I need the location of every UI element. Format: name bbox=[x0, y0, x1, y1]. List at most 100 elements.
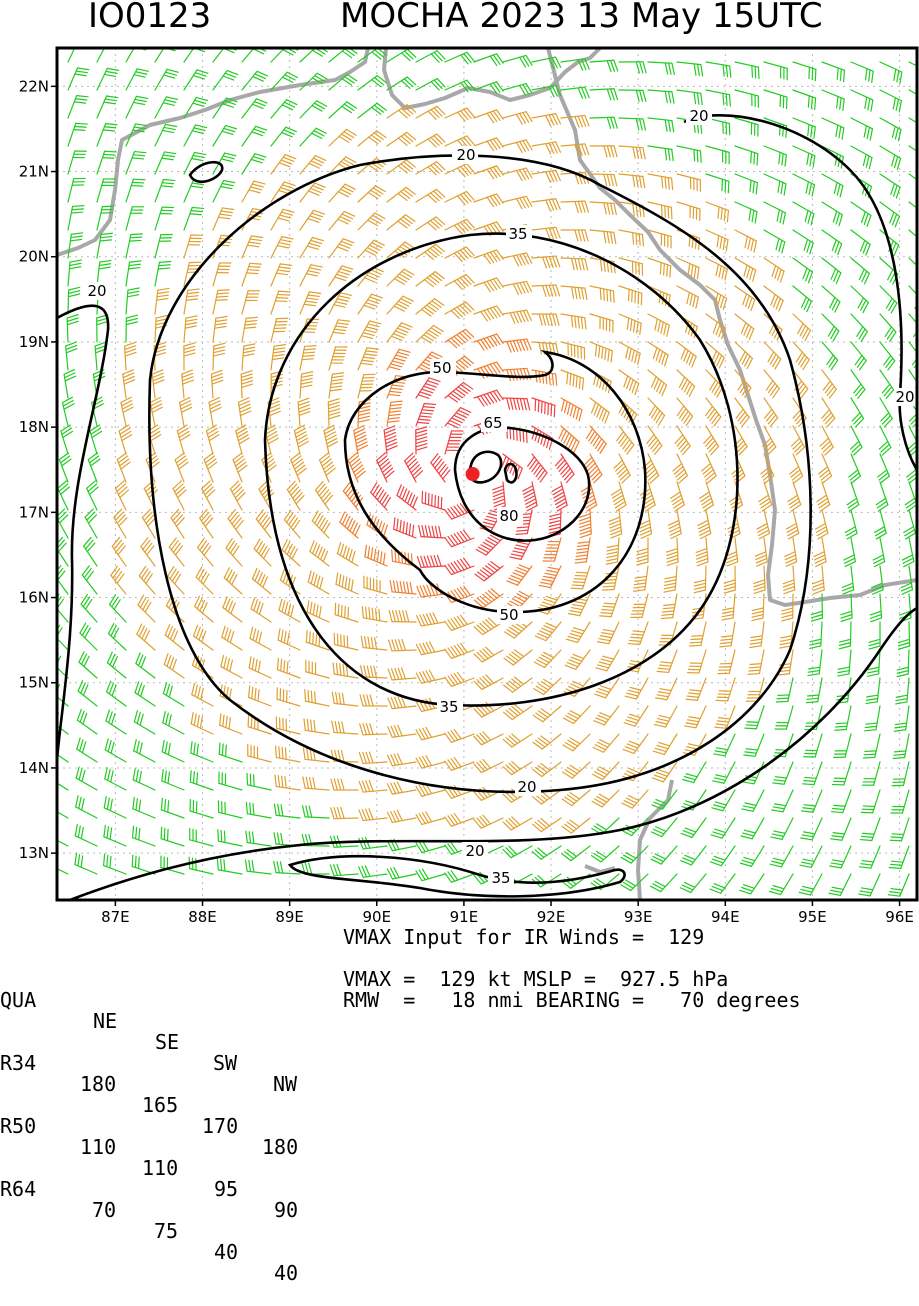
wind-barb bbox=[64, 370, 75, 398]
lat-tick-label: 19N bbox=[19, 333, 49, 351]
wind-barb bbox=[445, 615, 474, 630]
wind-barb bbox=[271, 291, 290, 314]
wind-barb bbox=[236, 425, 249, 454]
wind-barb bbox=[590, 342, 612, 362]
wind-barb bbox=[445, 164, 474, 177]
grid-lines bbox=[57, 48, 917, 900]
wind-barb bbox=[740, 874, 764, 894]
wind-barb bbox=[445, 192, 474, 205]
wind-barb bbox=[359, 809, 387, 821]
wind-barb bbox=[735, 174, 757, 194]
wind-barb bbox=[776, 678, 793, 702]
wind-barb bbox=[84, 537, 97, 566]
wind-barb bbox=[126, 179, 145, 202]
wind-barb bbox=[831, 818, 851, 840]
wind-barb bbox=[445, 108, 474, 121]
wind-barb bbox=[123, 370, 135, 398]
wind-barb bbox=[851, 286, 868, 313]
wind-barb bbox=[561, 398, 582, 421]
wind-barb bbox=[416, 841, 445, 853]
wind-barb bbox=[161, 798, 184, 818]
wind-barb bbox=[242, 344, 255, 370]
wind-barb bbox=[320, 453, 336, 482]
wind-barb bbox=[358, 131, 386, 146]
wind-barb bbox=[764, 286, 783, 311]
wind-barb bbox=[617, 426, 634, 454]
wind-barb bbox=[155, 124, 177, 146]
wind-barb bbox=[242, 154, 266, 174]
wind-barb bbox=[677, 370, 695, 396]
wind-barb bbox=[889, 846, 909, 868]
wind-barb bbox=[416, 299, 444, 316]
wind-barb bbox=[764, 230, 785, 253]
wind-barb bbox=[416, 812, 445, 824]
wind-barb bbox=[242, 126, 266, 146]
wind-barb bbox=[555, 454, 574, 483]
wind-barb bbox=[590, 60, 618, 71]
wind-barb bbox=[416, 134, 445, 147]
wind-barb bbox=[324, 425, 338, 454]
wind-barb bbox=[126, 207, 144, 230]
wind-barb bbox=[445, 52, 474, 64]
wind-barb bbox=[126, 234, 142, 258]
wind-barb bbox=[126, 261, 141, 286]
wind-barb bbox=[358, 48, 386, 62]
wind-barb bbox=[304, 719, 329, 734]
wind-barb bbox=[213, 43, 238, 62]
wind-barb bbox=[865, 706, 880, 731]
wind-barb bbox=[808, 650, 822, 676]
wind-barb bbox=[700, 482, 714, 511]
wind-barb bbox=[217, 859, 242, 874]
wind-barb bbox=[416, 217, 445, 230]
lat-tick-label: 18N bbox=[19, 418, 49, 436]
wind-barb bbox=[117, 453, 130, 482]
wind-barb bbox=[532, 170, 560, 182]
wind-barb bbox=[625, 678, 648, 699]
wind-barb bbox=[532, 256, 560, 268]
contour-label: 20 bbox=[517, 778, 536, 796]
wind-barb bbox=[242, 263, 261, 286]
wind-barb bbox=[245, 860, 271, 874]
wind-barb bbox=[860, 846, 880, 868]
table-cell: 110 bbox=[142, 1158, 178, 1179]
lon-tick-label: 94E bbox=[711, 908, 740, 925]
wind-barb bbox=[164, 654, 184, 678]
wind-barb bbox=[788, 482, 801, 511]
wind-barb bbox=[213, 343, 225, 370]
wind-barb bbox=[474, 138, 503, 151]
wind-barb bbox=[793, 146, 815, 167]
contour-label: 35 bbox=[491, 869, 510, 887]
wind-barb bbox=[656, 678, 677, 700]
wind-barb bbox=[126, 96, 148, 118]
wind-barb bbox=[150, 397, 162, 426]
wind-barb bbox=[831, 790, 851, 813]
wind-barb bbox=[532, 846, 561, 859]
wind-barb bbox=[82, 566, 97, 594]
wind-barb bbox=[242, 181, 265, 202]
lat-tick-label: 22N bbox=[19, 77, 49, 95]
wind-barb bbox=[329, 320, 350, 342]
wind-barb bbox=[85, 509, 97, 538]
wind-barb bbox=[207, 425, 220, 454]
wind-barb bbox=[359, 866, 387, 877]
wind-barb bbox=[651, 874, 677, 892]
wind-barb bbox=[897, 650, 909, 677]
wind-barb bbox=[680, 874, 706, 892]
wind-barb bbox=[298, 398, 310, 426]
wind-barb bbox=[561, 230, 588, 241]
wind-barb bbox=[880, 342, 895, 370]
wind-barb bbox=[619, 230, 643, 246]
contour-label: 20 bbox=[87, 282, 106, 300]
wind-barb bbox=[390, 581, 416, 594]
wind-barb bbox=[200, 509, 213, 538]
wind-barb bbox=[78, 681, 97, 706]
wind-barb bbox=[184, 70, 208, 90]
lat-tick-label: 17N bbox=[19, 503, 49, 521]
wind-barb bbox=[696, 538, 708, 566]
wind-barb bbox=[832, 762, 851, 785]
wind-barb bbox=[793, 286, 812, 312]
wind-barb bbox=[590, 202, 616, 215]
wind-barb bbox=[793, 202, 814, 225]
wind-barb bbox=[594, 706, 619, 725]
wind-barb bbox=[503, 281, 532, 294]
